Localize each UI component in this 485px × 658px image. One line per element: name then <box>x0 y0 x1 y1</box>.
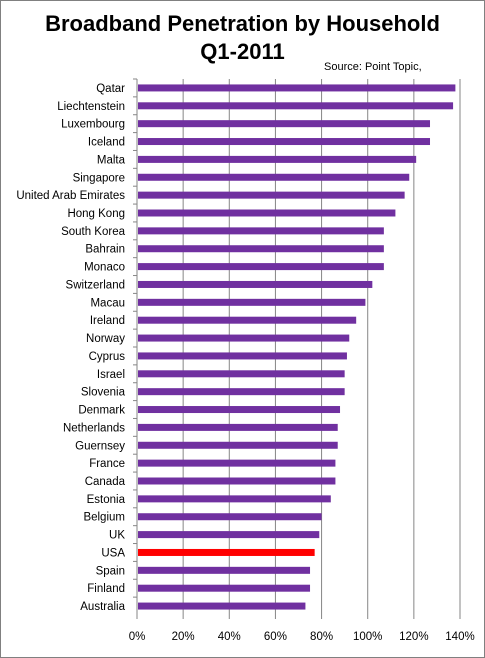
bar-united-arab-emirates <box>138 191 405 199</box>
bar-malta <box>138 155 417 163</box>
category-label: UK <box>109 530 125 542</box>
bar-luxembourg <box>138 120 431 128</box>
bar-israel <box>138 370 345 378</box>
category-label: Slovenia <box>81 387 126 399</box>
category-label: Denmark <box>78 405 125 417</box>
bar-guernsey <box>138 441 338 449</box>
bar-qatar <box>138 84 456 92</box>
category-label: South Korea <box>61 226 126 238</box>
category-label: Cyprus <box>89 351 126 363</box>
x-tick-label: 60% <box>264 631 287 643</box>
category-label: Bahrain <box>85 244 125 256</box>
category-label: Singapore <box>73 172 125 184</box>
bar-macau <box>138 298 366 306</box>
category-label: Canada <box>85 476 126 488</box>
category-label: Netherlands <box>63 422 125 434</box>
bar-monaco <box>138 263 384 271</box>
x-tick-label: 120% <box>399 631 428 643</box>
bar-hong-kong <box>138 209 396 217</box>
bar-slovenia <box>138 388 345 396</box>
x-tick-label: 100% <box>353 631 382 643</box>
bar-netherlands <box>138 423 338 431</box>
category-label: Finland <box>87 583 125 595</box>
category-label: Qatar <box>96 83 125 95</box>
bar-denmark <box>138 406 341 414</box>
bar-liechtenstein <box>138 102 454 110</box>
bar-estonia <box>138 495 331 503</box>
bar-finland <box>138 584 311 592</box>
bar-switzerland <box>138 280 373 288</box>
category-label: Spain <box>96 565 125 577</box>
bar-norway <box>138 334 350 342</box>
category-label: USA <box>101 547 125 559</box>
category-label: Norway <box>86 333 125 345</box>
category-label: Malta <box>97 154 126 166</box>
category-label: Luxembourg <box>61 119 125 131</box>
title-line-2: Q1-2011 <box>200 39 285 64</box>
x-tick-label: 80% <box>310 631 333 643</box>
category-label: Iceland <box>88 137 125 149</box>
bar-france <box>138 459 336 467</box>
bar-iceland <box>138 138 431 146</box>
x-tick-label: 20% <box>172 631 195 643</box>
category-label: Ireland <box>90 315 125 327</box>
bar-bahrain <box>138 245 384 253</box>
x-tick-label: 140% <box>445 631 474 643</box>
bar-canada <box>138 477 336 485</box>
category-label: Liechtenstein <box>57 101 125 113</box>
category-label: France <box>89 458 125 470</box>
category-label: Guernsey <box>75 440 125 452</box>
bar-south-korea <box>138 227 384 235</box>
category-label: Australia <box>80 601 125 613</box>
x-tick-label: 0% <box>129 631 146 643</box>
bar-spain <box>138 566 311 574</box>
category-label: Macau <box>90 297 125 309</box>
source-note: Source: Point Topic, <box>324 61 422 73</box>
title-line-1: Broadband Penetration by Household <box>45 11 440 36</box>
category-label: Belgium <box>83 512 125 524</box>
category-label: Hong Kong <box>67 208 125 220</box>
x-tick-label: 40% <box>218 631 241 643</box>
chart-title: Broadband Penetration by Household Q1-20… <box>0 10 485 66</box>
bar-cyprus <box>138 352 347 360</box>
bar-singapore <box>138 173 410 181</box>
category-label: Estonia <box>87 494 126 506</box>
category-label: Israel <box>97 369 125 381</box>
bar-usa <box>138 548 315 556</box>
category-label: Switzerland <box>66 279 125 291</box>
bar-belgium <box>138 513 322 521</box>
bar-ireland <box>138 316 357 324</box>
bar-uk <box>138 531 320 539</box>
category-label: Monaco <box>84 262 125 274</box>
category-label: United Arab Emirates <box>16 190 125 202</box>
bar-australia <box>138 602 306 610</box>
